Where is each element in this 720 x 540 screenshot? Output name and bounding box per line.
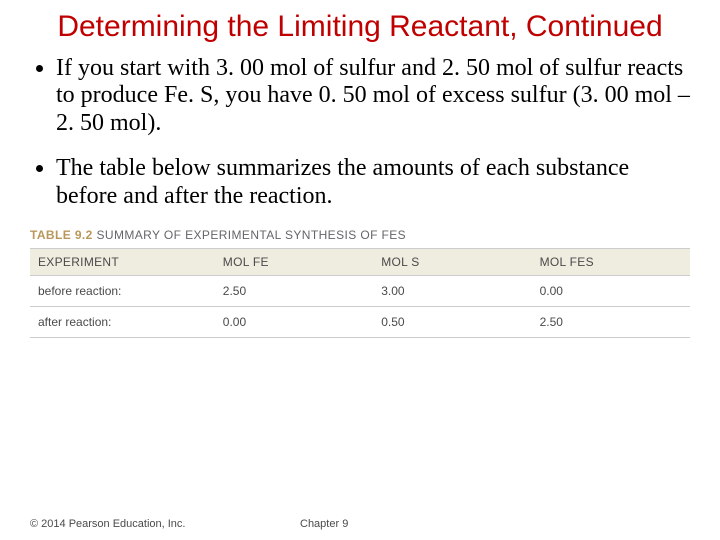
table-row: before reaction: 2.50 3.00 0.00 xyxy=(30,276,690,307)
bullet-item: The table below summarizes the amounts o… xyxy=(56,155,690,210)
footer: © 2014 Pearson Education, Inc. Chapter 9 xyxy=(30,518,690,530)
cell: 2.50 xyxy=(532,307,690,338)
chapter-label: Chapter 9 xyxy=(300,518,348,530)
table-header-row: EXPERIMENT MOL FE MOL S MOL FES xyxy=(30,249,690,276)
table-row: after reaction: 0.00 0.50 2.50 xyxy=(30,307,690,338)
table-caption: TABLE 9.2 SUMMARY OF EXPERIMENTAL SYNTHE… xyxy=(30,228,690,242)
copyright-text: © 2014 Pearson Education, Inc. xyxy=(30,518,185,530)
slide: Determining the Limiting Reactant, Conti… xyxy=(0,0,720,540)
cell: 2.50 xyxy=(215,276,373,307)
cell: before reaction: xyxy=(30,276,215,307)
bullet-list: If you start with 3. 00 mol of sulfur an… xyxy=(30,55,690,211)
table-title: SUMMARY OF EXPERIMENTAL SYNTHESIS OF FES xyxy=(96,228,406,242)
col-header: MOL S xyxy=(373,249,531,276)
table-region: TABLE 9.2 SUMMARY OF EXPERIMENTAL SYNTHE… xyxy=(30,228,690,338)
col-header: EXPERIMENT xyxy=(30,249,215,276)
cell: after reaction: xyxy=(30,307,215,338)
bullet-item: If you start with 3. 00 mol of sulfur an… xyxy=(56,55,690,138)
slide-title: Determining the Limiting Reactant, Conti… xyxy=(30,10,690,45)
cell: 0.00 xyxy=(532,276,690,307)
col-header: MOL FE xyxy=(215,249,373,276)
data-table: EXPERIMENT MOL FE MOL S MOL FES before r… xyxy=(30,249,690,338)
table-number: TABLE 9.2 xyxy=(30,228,93,242)
cell: 0.00 xyxy=(215,307,373,338)
col-header: MOL FES xyxy=(532,249,690,276)
cell: 0.50 xyxy=(373,307,531,338)
cell: 3.00 xyxy=(373,276,531,307)
